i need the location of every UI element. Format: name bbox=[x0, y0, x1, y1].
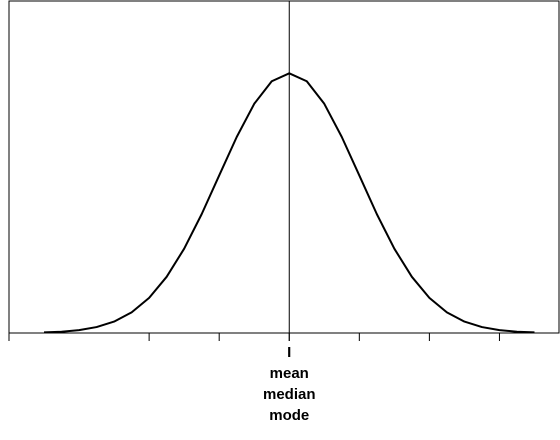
annotation: median bbox=[263, 386, 316, 403]
plot-frame bbox=[8, 0, 560, 334]
annotation: mean bbox=[270, 365, 309, 382]
annotation: mode bbox=[269, 407, 309, 424]
curve bbox=[43, 72, 535, 334]
annotation: I bbox=[287, 344, 291, 361]
